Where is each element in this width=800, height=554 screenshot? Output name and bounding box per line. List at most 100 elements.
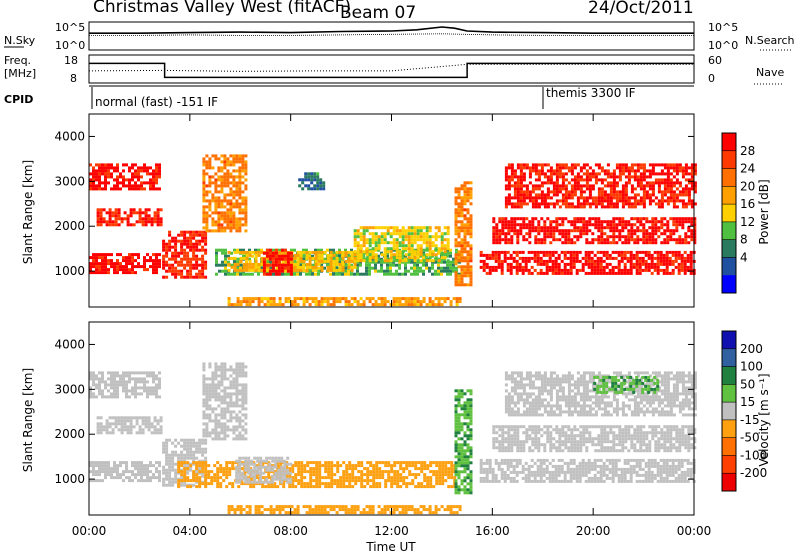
data-cell	[317, 266, 320, 270]
data-cell	[239, 263, 242, 267]
data-cell	[654, 217, 658, 221]
data-cell	[519, 166, 523, 170]
data-cell	[208, 166, 212, 170]
data-cell	[558, 199, 562, 203]
data-cell	[162, 260, 166, 264]
data-cell	[257, 265, 261, 269]
data-cell	[284, 250, 288, 254]
data-cell	[497, 262, 501, 266]
data-cell	[257, 272, 260, 276]
data-cell	[615, 190, 619, 194]
data-cell	[198, 444, 202, 448]
data-cell	[214, 416, 218, 420]
data-cell	[128, 169, 131, 173]
data-cell	[557, 268, 561, 272]
data-cell	[675, 205, 679, 209]
data-cell	[669, 178, 673, 182]
data-cell	[238, 178, 242, 182]
data-cell	[159, 223, 163, 227]
data-cell	[195, 245, 199, 249]
data-cell	[232, 214, 236, 218]
data-cell	[125, 256, 128, 260]
data-cell	[211, 211, 215, 215]
data-cell	[226, 172, 230, 176]
data-cell	[458, 300, 462, 304]
data-cell	[636, 199, 640, 203]
data-cell	[327, 470, 331, 474]
data-cell	[675, 217, 679, 221]
data-cell	[454, 262, 458, 266]
data-cell	[597, 223, 601, 227]
data-cell	[186, 269, 190, 273]
data-cell	[171, 272, 175, 276]
data-cell	[265, 254, 269, 258]
data-cell	[302, 300, 306, 304]
data-cell	[687, 178, 691, 182]
data-cell	[624, 196, 628, 200]
data-cell	[659, 253, 663, 257]
data-cell	[368, 256, 372, 260]
data-cell	[204, 456, 208, 460]
data-cell	[522, 172, 526, 176]
data-cell	[180, 260, 184, 264]
data-cell	[338, 272, 341, 276]
data-cell	[525, 190, 529, 194]
data-cell	[272, 272, 275, 276]
data-cell	[156, 217, 160, 221]
data-cell	[107, 461, 110, 465]
data-cell	[155, 461, 158, 465]
data-cell	[452, 263, 455, 267]
data-cell	[335, 268, 339, 272]
data-cell	[615, 226, 619, 230]
data-cell	[252, 485, 256, 489]
data-cell	[165, 483, 169, 487]
data-cell	[217, 169, 221, 173]
data-cell	[149, 464, 152, 468]
data-cell	[362, 250, 366, 254]
data-cell	[431, 244, 435, 248]
data-cell	[198, 470, 202, 474]
data-cell	[677, 265, 681, 269]
data-cell	[460, 184, 464, 188]
data-cell	[211, 392, 215, 396]
data-cell	[552, 181, 556, 185]
data-cell	[469, 226, 473, 230]
data-cell	[684, 163, 688, 167]
data-cell	[454, 223, 458, 227]
data-cell	[460, 277, 464, 281]
data-cell	[125, 392, 128, 396]
data-cell	[368, 259, 372, 263]
data-cell	[629, 256, 633, 260]
data-cell	[220, 181, 224, 185]
data-cell	[548, 268, 552, 272]
data-cell	[629, 250, 633, 254]
data-cell	[466, 262, 470, 266]
data-cell	[116, 374, 119, 378]
data-cell	[416, 256, 420, 260]
data-cell	[223, 413, 227, 417]
data-cell	[457, 220, 461, 224]
data-cell	[92, 374, 95, 378]
data-cell	[278, 303, 282, 307]
data-cell	[219, 485, 223, 489]
data-cell	[633, 205, 637, 209]
data-cell	[485, 271, 489, 275]
data-cell	[92, 181, 95, 185]
data-cell	[519, 178, 523, 182]
data-cell	[551, 265, 555, 269]
data-cell	[434, 235, 438, 239]
data-cell	[428, 226, 432, 230]
data-cell	[645, 232, 649, 236]
data-cell	[208, 416, 212, 420]
data-cell	[254, 268, 258, 272]
data-cell	[89, 479, 92, 483]
data-cell	[341, 262, 345, 266]
data-cell	[171, 251, 175, 255]
data-cell	[143, 166, 146, 170]
data-cell	[202, 383, 206, 387]
data-cell	[642, 238, 646, 242]
data-cell	[113, 389, 116, 393]
data-cell	[140, 265, 143, 269]
data-cell	[313, 172, 317, 176]
data-cell	[597, 196, 601, 200]
